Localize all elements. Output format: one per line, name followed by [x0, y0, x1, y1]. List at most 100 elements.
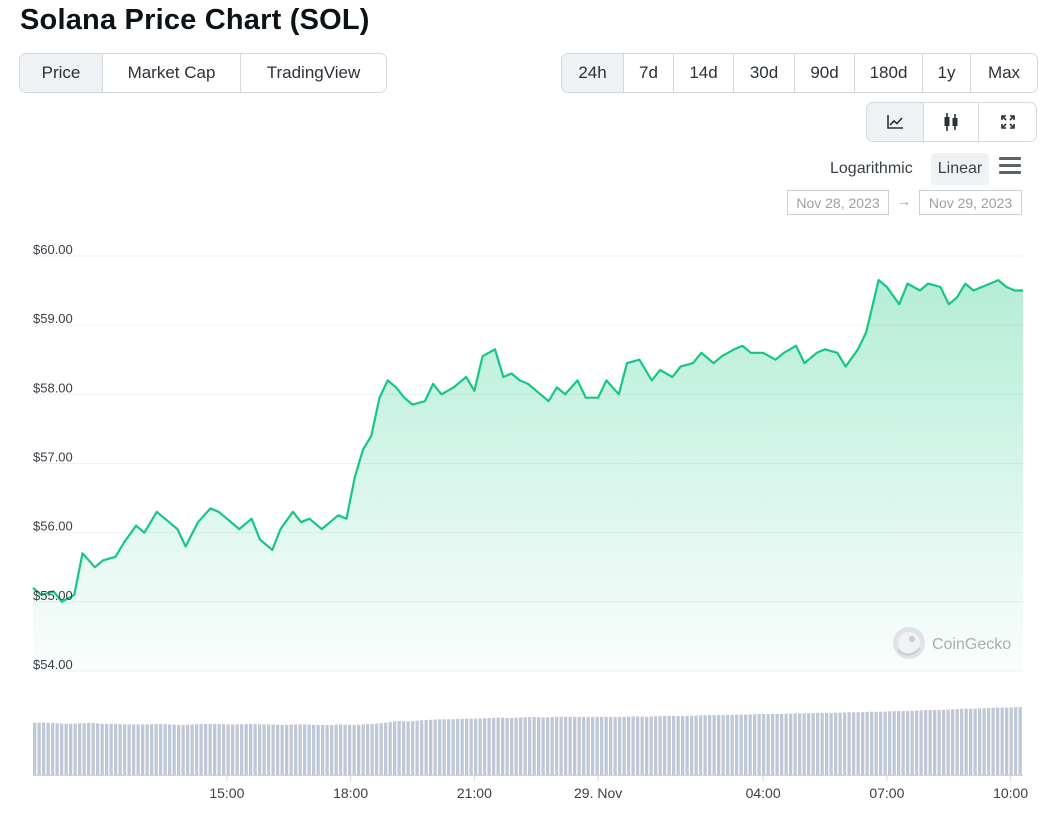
x-tick-label: 21:00	[457, 785, 492, 801]
volume-bar	[96, 723, 100, 775]
volume-bar	[159, 723, 163, 775]
volume-bar	[762, 713, 766, 775]
volume-bar	[600, 716, 604, 775]
fullscreen-button[interactable]	[979, 103, 1036, 141]
range-1y-button[interactable]: 1y	[923, 54, 971, 92]
x-tick-label: 10:00	[993, 785, 1028, 801]
volume-bar	[280, 724, 284, 775]
volume-bar	[1000, 707, 1004, 775]
volume-bar	[334, 724, 338, 775]
linear-scale-button[interactable]: Linear	[931, 153, 989, 185]
y-tick-label: $57.00	[33, 450, 73, 465]
volume-bar	[294, 724, 298, 775]
volume-bar	[523, 717, 527, 775]
volume-bars	[33, 707, 1022, 775]
volume-bar	[793, 713, 797, 775]
volume-bar	[420, 720, 424, 775]
volume-bar	[861, 712, 865, 775]
tab-tradingview[interactable]: TradingView	[266, 63, 361, 82]
volume-bar	[114, 723, 118, 775]
volume-bar	[474, 718, 478, 775]
volume-bar	[118, 724, 122, 775]
volume-bar	[298, 724, 302, 775]
hamburger-menu-icon[interactable]	[999, 157, 1021, 177]
volume-bar	[105, 723, 109, 775]
volume-bar	[699, 715, 703, 775]
volume-bar	[982, 708, 986, 775]
volume-bar	[469, 718, 473, 775]
volume-bar	[1018, 707, 1022, 775]
volume-bar	[879, 711, 883, 775]
range-90d-button[interactable]: 90d	[795, 54, 855, 92]
volume-bar	[937, 709, 941, 775]
volume-bar	[577, 716, 581, 775]
range-max-button[interactable]: Max	[987, 63, 1021, 82]
volume-bar	[496, 717, 500, 775]
volume-bar	[726, 715, 730, 775]
volume-bar	[204, 723, 208, 775]
date-to-input[interactable]: Nov 29, 2023	[919, 190, 1022, 215]
volume-bar	[123, 724, 127, 775]
volume-bar	[168, 724, 172, 775]
volume-bar	[663, 715, 667, 775]
volume-bar	[609, 716, 613, 775]
volume-bar	[465, 718, 469, 775]
y-axis: $60.00 $59.00 $58.00 $57.00 $56.00 $55.00 $54.…	[33, 242, 73, 672]
candlestick-button[interactable]	[924, 103, 979, 141]
volume-bar	[91, 722, 95, 775]
volume-bar	[51, 723, 55, 775]
volume-bar	[564, 716, 568, 775]
volume-bar	[771, 713, 775, 775]
tab-price[interactable]: Price	[20, 54, 103, 92]
volume-bar	[996, 707, 1000, 775]
volume-bar	[708, 715, 712, 775]
line-chart-button[interactable]	[867, 103, 924, 141]
volume-bar	[415, 720, 419, 775]
volume-bar	[177, 724, 181, 775]
volume-bar	[586, 716, 590, 775]
volume-bar	[978, 708, 982, 775]
volume-bar	[546, 717, 550, 775]
volume-bar	[685, 715, 689, 775]
range-7d-button[interactable]: 7d	[624, 54, 674, 92]
volume-bar	[199, 724, 203, 775]
volume-bar	[991, 707, 995, 775]
volume-bar	[267, 724, 271, 775]
volume-bar	[618, 716, 622, 775]
volume-bar	[910, 710, 914, 775]
tab-market-cap[interactable]: Market Cap	[103, 54, 241, 92]
volume-bar	[276, 724, 280, 775]
volume-bar	[946, 709, 950, 775]
range-24h-button[interactable]: 24h	[562, 54, 624, 92]
range-14d-button[interactable]: 14d	[674, 54, 734, 92]
volume-bar	[636, 716, 640, 775]
range-30d-button[interactable]: 30d	[734, 54, 795, 92]
range-180d-button[interactable]: 180d	[855, 54, 923, 92]
volume-bar	[492, 717, 496, 775]
volume-bar	[145, 724, 149, 775]
volume-bar	[289, 724, 293, 775]
volume-bar	[838, 712, 842, 775]
range-tabs: 24h 7d 14d 30d 90d 180d 1y Max	[561, 53, 1038, 93]
x-tick-label: 18:00	[333, 785, 368, 801]
volume-bar	[798, 713, 802, 775]
volume-bar	[987, 708, 991, 775]
volume-bar	[141, 724, 145, 775]
volume-bar	[717, 715, 721, 775]
volume-bar	[397, 721, 401, 775]
volume-bar	[244, 724, 248, 775]
volume-bar	[730, 714, 734, 775]
volume-bar	[694, 715, 698, 775]
volume-bar	[271, 724, 275, 775]
x-tick-label: 04:00	[746, 785, 781, 801]
volume-bar	[559, 716, 563, 775]
volume-bar	[352, 724, 356, 775]
date-from-input[interactable]: Nov 28, 2023	[787, 190, 889, 215]
logarithmic-scale-button[interactable]: Logarithmic	[830, 160, 913, 177]
volume-bar	[807, 713, 811, 775]
volume-bar	[505, 717, 509, 775]
volume-bar	[874, 711, 878, 775]
volume-bar	[1009, 707, 1013, 775]
volume-bar	[55, 723, 59, 775]
